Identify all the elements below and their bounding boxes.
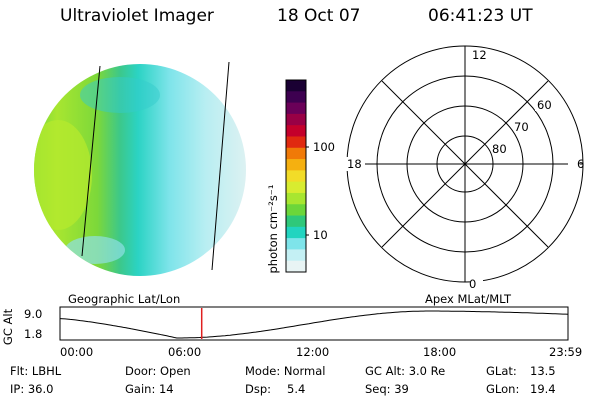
colorbar-band (286, 238, 306, 250)
date-label: 18 Oct 07 (277, 6, 361, 26)
glat-label: GLat: (486, 364, 517, 378)
alt-tick-low: 1.8 (24, 327, 43, 341)
time-tick-2359: 23:59 (549, 345, 583, 359)
colorbar-band (286, 159, 306, 171)
lat-label-80: 80 (492, 142, 507, 156)
colorbar-band (286, 170, 306, 183)
mlt-label-midnight: 0 (469, 277, 477, 291)
colorbar-band (286, 249, 306, 262)
dsp-value: 5.4 (287, 382, 306, 396)
geo-coords-title: Geographic Lat/Lon (68, 292, 181, 306)
alt-tick-high: 9.0 (24, 307, 43, 321)
longitude-line (81, 65, 101, 257)
colorbar-band (286, 125, 306, 137)
mlt-label-dusk: 18 (347, 157, 362, 171)
colorbar-band (286, 147, 306, 160)
colorbar-tick-10: 10 (313, 228, 328, 242)
time-tick-0000: 00:00 (60, 345, 94, 359)
colorbar-unit-label-wrap: photon cm⁻²s⁻¹ (263, 185, 281, 286)
dsp-label: Dsp: (245, 382, 272, 396)
polar-mlt-plot (345, 45, 584, 289)
instrument-title: Ultraviolet Imager (60, 6, 214, 26)
colorbar-band (286, 113, 306, 126)
glon-label: GLon: (486, 382, 520, 396)
door-info: Door: Open (125, 364, 191, 378)
time-tick-1200: 12:00 (296, 345, 330, 359)
colorbar-band (286, 226, 306, 239)
mlt-diagonal (381, 80, 549, 248)
ip-info: IP: 36.0 (10, 382, 54, 396)
mlt-label-noon: 12 (472, 48, 487, 62)
colorbar-band (286, 192, 306, 205)
color-scale (285, 79, 309, 273)
gain-info: Gain: 14 (125, 382, 174, 396)
gc-alt-axis-label-wrap: GC Alt (0, 308, 15, 346)
colorbar-band (286, 80, 306, 92)
altitude-timeline (59, 306, 569, 341)
colorbar-band (286, 102, 306, 115)
auroral-image (34, 61, 246, 276)
mode-info: Mode: Normal (245, 364, 326, 378)
gc-alt-axis-label: GC Alt (1, 308, 15, 346)
time-label: 06:41:23 UT (428, 6, 533, 26)
filter-info: Flt: LBHL (10, 364, 62, 378)
lat-label-70: 70 (514, 120, 529, 134)
colorbar-band (286, 215, 306, 228)
seq-info: Seq: 39 (365, 382, 409, 396)
glon-value: 19.4 (530, 382, 556, 396)
altitude-curve (59, 310, 569, 339)
globe-disk (34, 64, 246, 276)
colorbar-band (286, 91, 306, 104)
glat-value: 13.5 (530, 364, 556, 378)
longitude-line (211, 61, 230, 271)
colorbar-tick-100: 100 (313, 140, 335, 154)
time-tick-0600: 06:00 (168, 345, 202, 359)
apex-coords-title: Apex MLat/MLT (425, 292, 512, 306)
colorbar-band (286, 181, 306, 194)
colorbar-band (286, 136, 306, 149)
colorbar-band (286, 204, 306, 217)
time-tick-1800: 18:00 (423, 345, 457, 359)
colorbar-band (286, 260, 306, 273)
mlt-label-dawn: 6 (577, 157, 585, 171)
colorbar-unit-label: photon cm⁻²s⁻¹ (266, 184, 280, 274)
lat-label-60: 60 (537, 98, 552, 112)
gc-alt-info: GC Alt: 3.0 Re (365, 364, 446, 378)
